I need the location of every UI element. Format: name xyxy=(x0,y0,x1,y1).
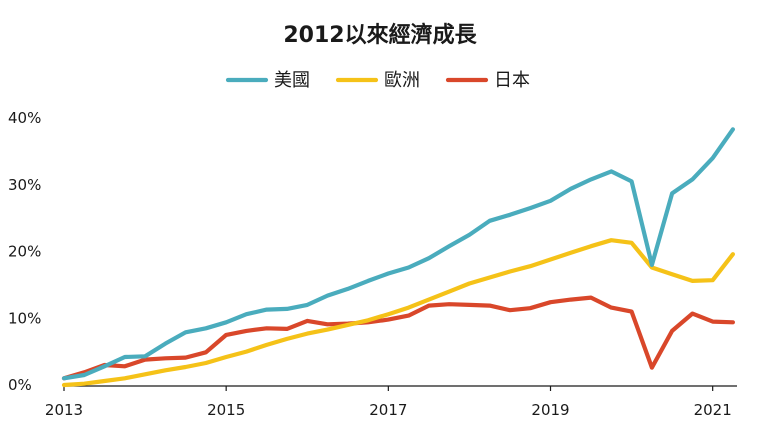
x-tick-label-4: 2021 xyxy=(694,401,732,419)
series-line-1 xyxy=(61,238,735,388)
x-axis: 2013 2015 2017 2019 2021 xyxy=(45,385,737,419)
series-line-2 xyxy=(61,295,735,381)
legend-label-1: 歐洲 xyxy=(384,70,420,91)
x-tick-label-2: 2017 xyxy=(369,401,407,419)
series-line-0 xyxy=(61,127,735,381)
legend-item-1: 歐洲 xyxy=(335,70,420,91)
chart-title: 2012以來經濟成長 xyxy=(283,22,477,48)
legend: 美國 歐洲 日本 xyxy=(225,70,530,91)
y-tick-label-0: 0% xyxy=(8,376,32,394)
y-tick-label-3: 30% xyxy=(8,176,41,194)
y-axis: 0% 10% 20% 30% 40% xyxy=(8,109,41,394)
legend-label-2: 日本 xyxy=(494,70,530,91)
x-tick-label-1: 2015 xyxy=(207,401,245,419)
legend-label-0: 美國 xyxy=(274,70,310,91)
x-tick-label-0: 2013 xyxy=(45,401,83,419)
series-lines xyxy=(61,127,735,388)
y-tick-label-1: 10% xyxy=(8,309,41,327)
legend-item-0: 美國 xyxy=(225,70,310,91)
y-tick-label-2: 20% xyxy=(8,243,41,261)
y-tick-label-4: 40% xyxy=(8,109,41,127)
legend-item-2: 日本 xyxy=(445,70,530,91)
x-tick-label-3: 2019 xyxy=(531,401,569,419)
